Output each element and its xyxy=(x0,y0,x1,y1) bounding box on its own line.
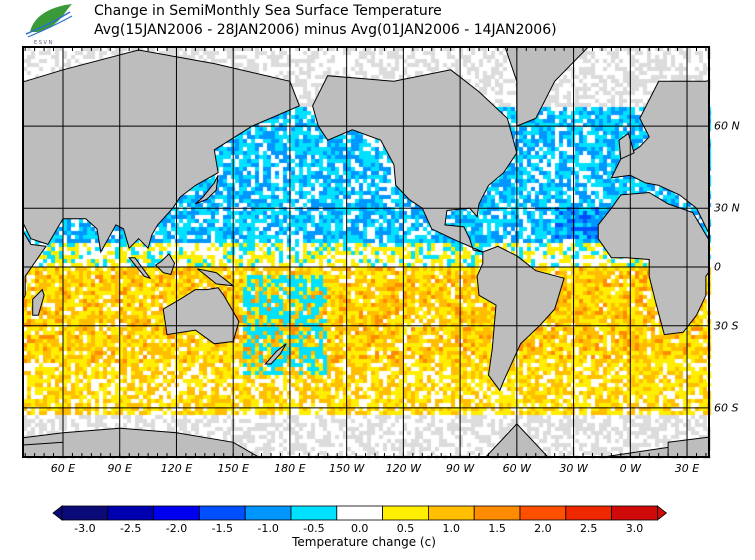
land-eurasia xyxy=(23,49,301,254)
colorbar-label: -0.5 xyxy=(303,522,325,535)
land-south-america xyxy=(476,245,565,392)
colorbar-swatch xyxy=(427,505,475,521)
colorbar-label: -2.0 xyxy=(165,522,188,535)
lon-label: 0 W xyxy=(619,462,641,475)
land-sumatra xyxy=(128,257,152,280)
colorbar-max-arrow xyxy=(657,505,668,521)
colorbar-swatch xyxy=(382,505,429,521)
land-africa xyxy=(597,191,709,336)
land-madagascar xyxy=(714,290,725,316)
colorbar-swatch xyxy=(336,505,383,521)
lon-label: 120 E xyxy=(160,462,193,475)
lon-label: 30 W xyxy=(559,462,588,475)
colorbar-label: 2.0 xyxy=(534,522,552,535)
colorbar-label: -2.5 xyxy=(119,522,142,535)
lat-label: 30 N xyxy=(714,201,740,215)
land-uk xyxy=(618,132,635,160)
lat-label: 0 xyxy=(714,260,721,274)
land-africa xyxy=(23,230,47,302)
lat-label: 60 S xyxy=(714,401,739,415)
colorbar-swatch xyxy=(519,505,567,521)
colorbar-label: -1.0 xyxy=(257,522,279,535)
colorbar-swatch xyxy=(153,505,200,521)
colorbar-label: 1.0 xyxy=(442,522,461,535)
map-frame xyxy=(22,46,710,458)
colorbar-title: Temperature change (c) xyxy=(292,535,436,549)
land-new-guinea xyxy=(197,268,235,287)
colorbar-label: -1.5 xyxy=(211,522,234,535)
logo-leaf-icon: E S V N xyxy=(25,4,73,46)
colorbar-label: 1.5 xyxy=(488,522,506,535)
lon-label: 30 E xyxy=(674,462,700,475)
colorbar-swatch xyxy=(565,505,612,521)
lon-label: 120 W xyxy=(385,462,422,475)
land-japan xyxy=(195,175,219,205)
lon-label: 90 E xyxy=(107,462,132,475)
land-greenland xyxy=(504,47,589,127)
land-new-zealand xyxy=(264,343,287,365)
lon-label: 60 E xyxy=(50,462,76,475)
land-layer xyxy=(23,47,725,457)
title-line-1: Change in SemiMonthly Sea Surface Temper… xyxy=(94,3,442,19)
colorbar-label: 0.5 xyxy=(396,522,415,535)
lon-label: 90 W xyxy=(445,462,475,475)
land-eurasia xyxy=(610,79,709,235)
colorbar-label: 0.0 xyxy=(350,522,369,535)
colorbar-label: -3.0 xyxy=(74,522,96,535)
land-madagascar xyxy=(32,288,45,316)
colorbar-swatch xyxy=(611,505,658,521)
land-borneo xyxy=(154,253,176,276)
land-australia xyxy=(162,287,240,345)
lon-label: 60 W xyxy=(502,462,532,475)
colorbar-swatch xyxy=(198,505,246,521)
colorbar-label: 2.5 xyxy=(579,522,598,535)
land-north-america xyxy=(312,69,518,253)
svg-text:E S V N: E S V N xyxy=(34,40,53,46)
colorbar-swatch xyxy=(61,505,109,521)
colorbar-label: 3.0 xyxy=(625,522,644,535)
title-line-2: Avg(15JAN2006 - 28JAN2006) minus Avg(01J… xyxy=(94,22,557,38)
lat-label: 60 N xyxy=(714,119,740,133)
lat-label: 30 S xyxy=(714,319,739,333)
colorbar-swatch xyxy=(290,505,338,521)
lon-label: 150 E xyxy=(217,462,249,475)
colorbar-swatch xyxy=(473,505,521,521)
colorbar-swatch xyxy=(244,505,292,521)
lon-label: 150 W xyxy=(328,462,365,475)
colorbar-min-arrow xyxy=(52,505,63,521)
lon-label: 180 E xyxy=(274,462,306,475)
colorbar-swatch xyxy=(107,505,155,521)
